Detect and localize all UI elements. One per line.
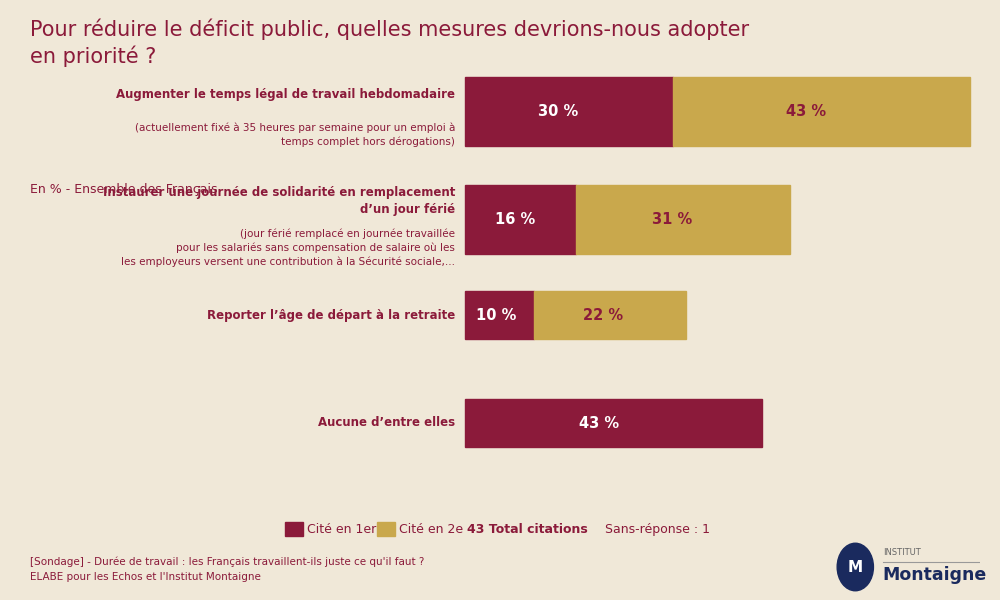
Text: Cité en 2e: Cité en 2e	[399, 523, 463, 536]
Text: (actuellement fixé à 35 heures par semaine pour un emploi à
temps complet hors d: (actuellement fixé à 35 heures par semai…	[135, 123, 455, 147]
Text: 10 %: 10 %	[476, 307, 516, 323]
Text: M: M	[848, 559, 863, 575]
Text: Reporter l’âge de départ à la retraite: Reporter l’âge de départ à la retraite	[207, 308, 455, 322]
Text: Instaurer une journée de solidarité en remplacement
d’un jour férié: Instaurer une journée de solidarité en r…	[103, 186, 455, 216]
Text: [Sondage] - Durée de travail : les Français travaillent-ils juste ce qu'il faut : [Sondage] - Durée de travail : les Franç…	[30, 557, 424, 567]
Text: Montaigne: Montaigne	[883, 566, 987, 584]
Text: Pour réduire le déficit public, quelles mesures devrions-nous adopter
en priorit: Pour réduire le déficit public, quelles …	[30, 18, 749, 67]
Text: INSTITUT: INSTITUT	[883, 548, 921, 557]
Text: Cité en 1er: Cité en 1er	[307, 523, 376, 536]
Text: Augmenter le temps légal de travail hebdomadaire: Augmenter le temps légal de travail hebd…	[116, 88, 455, 101]
Ellipse shape	[837, 543, 873, 591]
Text: 30 %: 30 %	[538, 103, 579, 119]
Text: 43 %: 43 %	[579, 415, 619, 431]
Text: 31 %: 31 %	[652, 211, 692, 226]
Text: 22 %: 22 %	[583, 307, 623, 323]
Text: 16 %: 16 %	[495, 211, 535, 226]
Text: 43 %: 43 %	[786, 103, 826, 119]
Text: Sans-réponse : 1: Sans-réponse : 1	[605, 523, 710, 536]
Text: (jour férié remplacé en journée travaillée
pour les salariés sans compensation d: (jour férié remplacé en journée travaill…	[121, 229, 455, 267]
Text: En % - Ensemble des Français: En % - Ensemble des Français	[30, 183, 218, 196]
Text: Aucune d’entre elles: Aucune d’entre elles	[318, 416, 455, 430]
Text: 43 Total citations: 43 Total citations	[467, 523, 588, 536]
Text: ELABE pour les Echos et l'Institut Montaigne: ELABE pour les Echos et l'Institut Monta…	[30, 572, 261, 582]
